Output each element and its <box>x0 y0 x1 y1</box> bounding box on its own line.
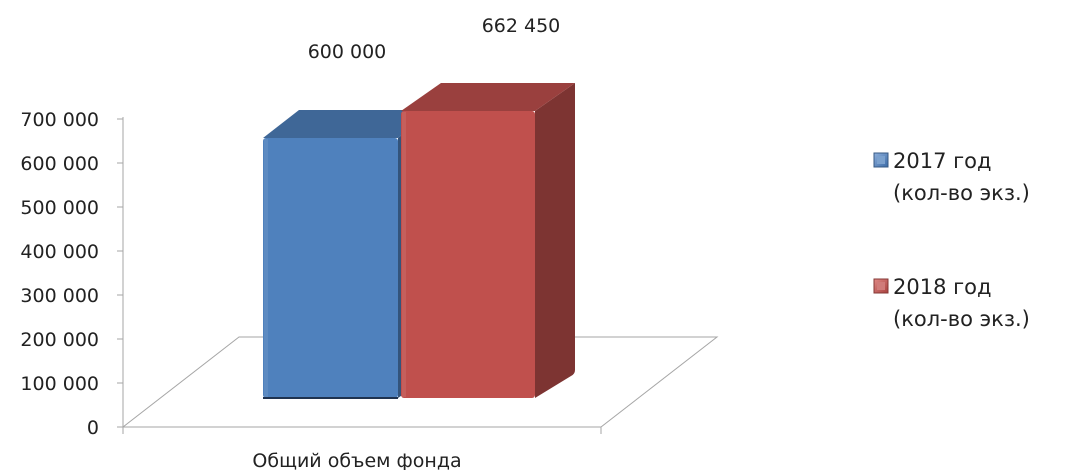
y-tick-label: 0 <box>87 417 99 439</box>
chart-bars <box>263 82 575 399</box>
chart-floor <box>121 336 719 428</box>
data-label: 600 000 <box>308 41 387 63</box>
legend-swatch-highlight <box>877 282 885 290</box>
y-tick-label: 500 000 <box>20 197 99 219</box>
y-tick-label: 100 000 <box>20 373 99 395</box>
chart-axes <box>121 117 719 434</box>
y-tick-label: 200 000 <box>20 329 99 351</box>
legend-swatch-highlight <box>877 156 885 164</box>
legend-item: 2018 год (кол-во экз.) <box>873 275 1030 331</box>
bar-2018 <box>401 82 575 399</box>
bar-top-face <box>401 82 575 111</box>
y-tick-label: 300 000 <box>20 285 99 307</box>
y-tick-label: 400 000 <box>20 241 99 263</box>
legend-label: 2018 год <box>893 275 992 299</box>
legend-item: 2017 год (кол-во экз.) <box>873 149 1030 205</box>
legend-label-line2: (кол-во экз.) <box>893 181 1030 205</box>
chart-legend: 2017 год (кол-во экз.) 2018 год (кол-во экз… <box>873 149 1030 331</box>
bar-front-face <box>263 138 398 398</box>
legend-label: 2017 год <box>893 149 992 173</box>
bar-side-face <box>535 82 575 399</box>
y-tick-label: 600 000 <box>20 153 99 175</box>
bar-bevel <box>402 111 406 398</box>
x-axis-categories: Общий объем фонда <box>252 450 461 470</box>
legend-label-line2: (кол-во экз.) <box>893 307 1030 331</box>
data-label: 662 450 <box>482 15 561 37</box>
x-category-label: Общий объем фонда <box>252 450 461 470</box>
bar-bevel <box>264 139 268 397</box>
bar-top-face <box>263 110 434 138</box>
data-labels: 600 000 662 450 <box>308 15 561 63</box>
y-tick-label: 700 000 <box>20 109 99 131</box>
y-axis-ticks: 0 100 000 200 000 300 000 400 000 500 000 600 … <box>20 109 123 439</box>
bar-front-face <box>401 110 535 399</box>
